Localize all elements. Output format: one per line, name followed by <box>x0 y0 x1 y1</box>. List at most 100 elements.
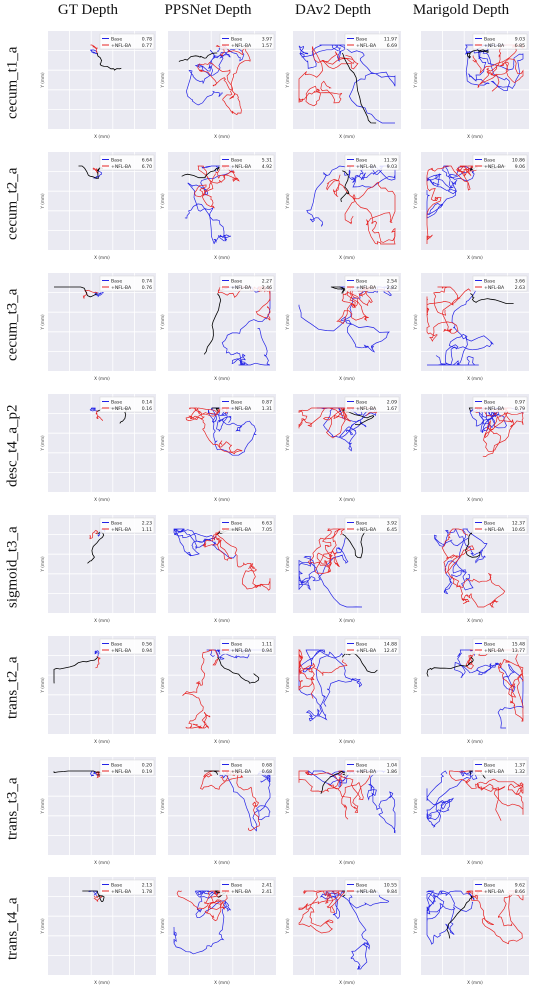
legend-label-base: Base <box>484 37 495 43</box>
y-axis-label: Y (mm) <box>413 193 418 210</box>
legend-box <box>344 638 400 655</box>
legend: Base 2.27 +NFL-BA 2.46 <box>219 275 275 292</box>
legend-label-base: Base <box>111 883 122 889</box>
legend-value-nfl: 9.84 <box>387 889 397 895</box>
y-axis-label: Y (mm) <box>285 314 290 331</box>
legend-value-nfl: 2.41 <box>262 889 272 895</box>
legend-box <box>99 759 155 776</box>
column-header-1: PPSNet Depth <box>164 2 252 18</box>
series-nfl-line <box>426 165 478 244</box>
x-axis-label: X (mm) <box>467 255 483 260</box>
legend-label-base: Base <box>111 279 122 285</box>
y-axis-label: Y (mm) <box>413 798 418 815</box>
x-axis-label: X (mm) <box>94 860 110 865</box>
panel-1-1: Base 5.31 +NFL-BA 4.92 X (mm) Y (mm) <box>160 152 276 260</box>
y-axis-label: Y (mm) <box>285 435 290 452</box>
y-axis-label: Y (mm) <box>160 314 165 331</box>
series-nfl-line <box>194 165 240 209</box>
legend-value-base: 0.87 <box>262 400 272 406</box>
series-gt-line <box>446 895 474 939</box>
series-nfl-line <box>185 407 243 455</box>
legend-box <box>472 517 528 534</box>
legend-label-nfl: +NFL-BA <box>356 648 377 654</box>
legend: Base 1.04 +NFL-BA 1.86 <box>344 759 400 776</box>
legend-box <box>99 33 155 50</box>
legend-label-nfl: +NFL-BA <box>231 527 252 533</box>
legend-value-nfl: 0.94 <box>142 648 152 654</box>
legend-label-nfl: +NFL-BA <box>111 889 132 895</box>
panel-6-3: Base 1.37 +NFL-BA 1.32 X (mm) Y (mm) <box>413 757 529 865</box>
y-axis-label: Y (mm) <box>40 677 45 694</box>
y-axis-label: Y (mm) <box>160 435 165 452</box>
legend-label-nfl: +NFL-BA <box>231 648 252 654</box>
legend: Base 6.63 +NFL-BA 7.05 <box>219 517 275 534</box>
panel-7-2: Base 10.55 +NFL-BA 9.84 X (mm) Y (mm) <box>285 877 401 985</box>
series-base-line <box>173 528 237 559</box>
x-axis-label: X (mm) <box>214 618 230 623</box>
series-nfl-line <box>298 770 371 820</box>
legend-label-nfl: +NFL-BA <box>484 769 505 775</box>
legend: Base 9.62 +NFL-BA 8.66 <box>472 879 528 896</box>
legend-value-nfl: 1.11 <box>142 527 152 533</box>
x-axis-label: X (mm) <box>339 980 355 985</box>
panel-0-0: Base 0.78 +NFL-BA 0.77 X (mm) Y (mm) <box>40 31 156 139</box>
series-gt-line <box>467 49 489 59</box>
legend-label-base: Base <box>356 521 367 527</box>
panel-4-3: Base 12.37 +NFL-BA 10.65 X (mm) Y (mm) <box>413 515 529 623</box>
legend-label-base: Base <box>356 400 367 406</box>
y-axis-label: Y (mm) <box>40 798 45 815</box>
legend-value-base: 6.64 <box>142 158 152 164</box>
series-base-line <box>298 44 396 124</box>
legend-label-nfl: +NFL-BA <box>356 769 377 775</box>
series-base-line <box>434 528 488 595</box>
legend-value-base: 11.39 <box>384 158 397 164</box>
series-gt-line <box>211 407 220 412</box>
legend-value-base: 0.56 <box>142 642 152 648</box>
y-axis-label: Y (mm) <box>413 918 418 935</box>
series-gt-line <box>340 170 350 202</box>
panel-2-0: Base 0.74 +NFL-BA 0.76 X (mm) Y (mm) <box>40 273 156 381</box>
legend-label-nfl: +NFL-BA <box>231 164 252 170</box>
legend-box <box>344 275 400 292</box>
legend-label-base: Base <box>484 279 495 285</box>
series-base-line <box>298 537 363 608</box>
legend-box <box>472 879 528 896</box>
x-axis-label: X (mm) <box>467 134 483 139</box>
legend-value-base: 3.92 <box>387 521 397 527</box>
x-axis-label: X (mm) <box>214 255 230 260</box>
legend-label-base: Base <box>231 521 242 527</box>
legend-box <box>472 759 528 776</box>
panel-0-1: Base 3.97 +NFL-BA 1.57 X (mm) Y (mm) <box>160 31 276 139</box>
series-base-line <box>94 292 104 298</box>
panel-2-3: Base 3.66 +NFL-BA 2.63 X (mm) Y (mm) <box>413 273 529 381</box>
series-gt-line <box>341 52 377 124</box>
legend-value-nfl: 12.47 <box>384 648 397 654</box>
y-axis-label: Y (mm) <box>40 918 45 935</box>
series-nfl-line <box>176 890 230 922</box>
legend-value-nfl: 6.70 <box>142 164 152 170</box>
legend-label-nfl: +NFL-BA <box>231 43 252 49</box>
x-axis-label: X (mm) <box>94 255 110 260</box>
legend-label-base: Base <box>356 642 367 648</box>
legend: Base 2.41 +NFL-BA 2.41 <box>219 879 275 896</box>
legend-label-base: Base <box>111 642 122 648</box>
legend-label-nfl: +NFL-BA <box>231 769 252 775</box>
panel-5-1: Base 1.11 +NFL-BA 0.94 X (mm) Y (mm) <box>160 636 276 744</box>
panel-0-3: Base 9.03 +NFL-BA 6.85 X (mm) Y (mm) <box>413 31 529 139</box>
legend-label-base: Base <box>111 763 122 769</box>
panel-1-3: Base 10.86 +NFL-BA 9.06 X (mm) Y (mm) <box>413 152 529 260</box>
legend-label-base: Base <box>111 37 122 43</box>
series-nfl-line <box>449 770 524 821</box>
y-axis-label: Y (mm) <box>160 677 165 694</box>
x-axis-label: X (mm) <box>339 739 355 744</box>
panel-1-2: Base 11.39 +NFL-BA 9.03 X (mm) Y (mm) <box>285 152 401 260</box>
legend: Base 5.31 +NFL-BA 4.92 <box>219 154 275 171</box>
legend-label-base: Base <box>484 883 495 889</box>
legend: Base 12.37 +NFL-BA 10.65 <box>472 517 528 534</box>
legend-label-base: Base <box>111 400 122 406</box>
legend: Base 15.48 +NFL-BA 13.77 <box>472 638 528 655</box>
legend-value-base: 14.88 <box>384 642 397 648</box>
column-header-0: GT Depth <box>57 2 119 18</box>
column-header-2: DAv2 Depth <box>295 2 371 18</box>
panel-5-3: Base 15.48 +NFL-BA 13.77 X (mm) Y (mm) <box>413 636 529 744</box>
